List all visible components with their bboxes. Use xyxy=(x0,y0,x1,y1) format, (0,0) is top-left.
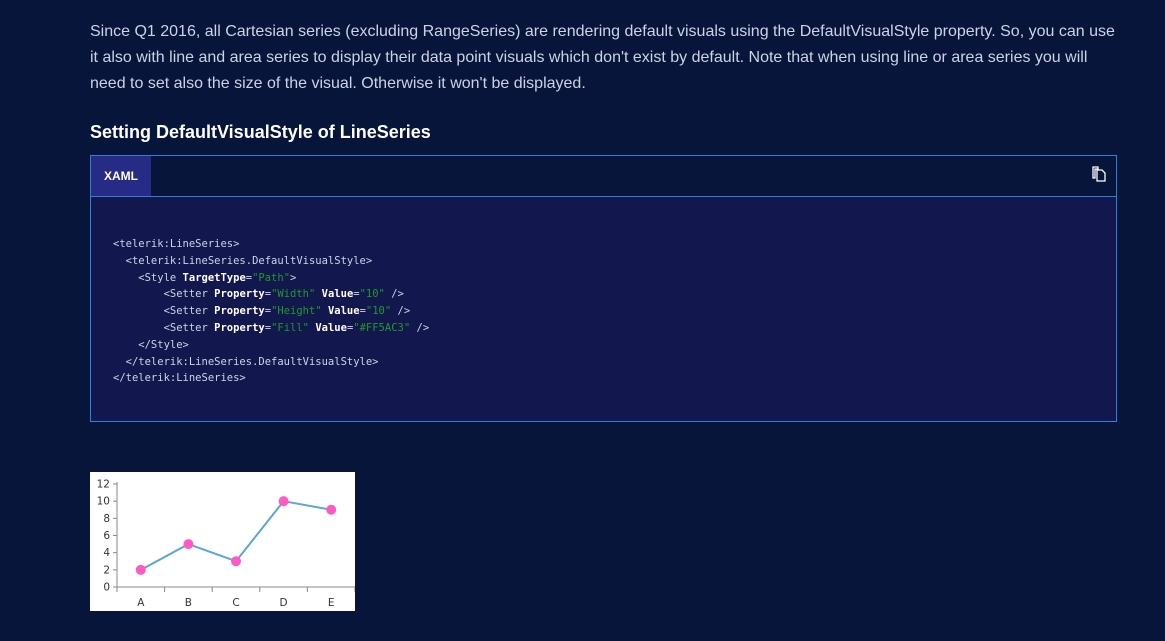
y-tick-label: 6 xyxy=(103,530,110,542)
intro-paragraph: Since Q1 2016, all Cartesian series (exc… xyxy=(90,23,1115,92)
data-point xyxy=(135,564,146,575)
line-chart: 0 2 4 6 8 10 12 A B C D E xyxy=(90,472,355,611)
code-line: <telerik:LineSeries.DefaultVisualStyle> xyxy=(125,254,373,267)
tab-xaml[interactable]: XAML xyxy=(91,156,151,196)
x-tick-label: D xyxy=(280,597,288,609)
y-tick-label: 2 xyxy=(103,564,110,576)
x-tick-label: E xyxy=(328,597,335,609)
code-block: XAML <telerik:LineSeries> <telerik:LineS… xyxy=(90,155,1117,422)
code-line: </telerik:LineSeries> xyxy=(113,372,246,385)
code-header: XAML xyxy=(91,156,1116,197)
code-line: <Style TargetType="Path"> xyxy=(113,271,297,284)
code-line: <Setter Property="Fill" Value="#FF5AC3" … xyxy=(113,321,430,334)
code-line: <telerik:LineSeries> xyxy=(113,238,240,250)
y-tick-label: 0 xyxy=(103,582,110,594)
section-heading: Setting DefaultVisualStyle of LineSeries xyxy=(90,122,431,142)
data-point xyxy=(231,556,241,567)
code-line: <Setter Property="Height" Value="10" /> xyxy=(113,305,411,318)
data-point xyxy=(278,496,289,507)
code-line: <Setter Property="Width" Value="10" /> xyxy=(113,288,404,301)
y-tick-label: 12 xyxy=(97,479,110,491)
y-tick-label: 8 xyxy=(103,513,110,525)
x-tick-label: C xyxy=(232,597,239,609)
y-tick-label: 4 xyxy=(103,547,110,559)
data-point xyxy=(183,539,194,550)
x-tick-label: A xyxy=(137,597,145,609)
code-line: </Style> xyxy=(138,338,189,351)
x-tick-label: B xyxy=(185,597,192,609)
data-point xyxy=(326,504,337,515)
code-line: </telerik:LineSeries.DefaultVisualStyle> xyxy=(125,355,379,368)
code-content: <telerik:LineSeries> <telerik:LineSeries… xyxy=(113,236,429,387)
copy-icon[interactable] xyxy=(1092,166,1106,182)
y-tick-label: 10 xyxy=(97,496,110,508)
